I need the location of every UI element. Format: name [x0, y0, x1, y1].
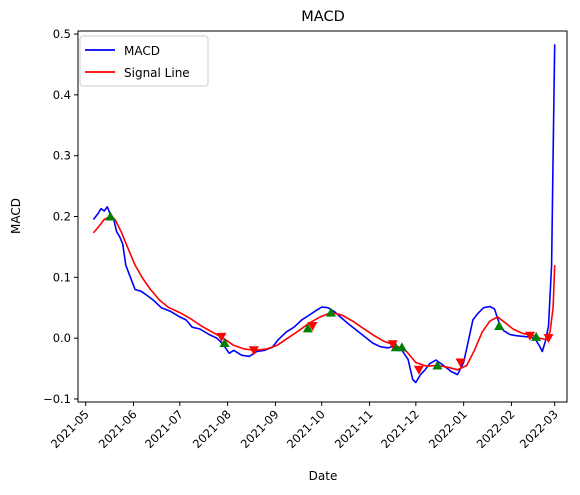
sell-signal-marker [543, 334, 554, 344]
legend-label-signal-line: Signal Line [124, 66, 190, 80]
y-tick-label: 0.0 [53, 331, 71, 345]
chart-title: MACD [301, 9, 344, 25]
y-axis-label: MACD [9, 198, 23, 234]
sell-signal-marker [307, 321, 318, 331]
buy-signal-marker [219, 338, 230, 348]
buy-signal-marker [432, 360, 443, 370]
legend-label-macd: MACD [124, 44, 160, 58]
x-axis-label: Date [309, 469, 338, 483]
y-tick-label: 0.5 [53, 27, 71, 41]
y-tick-label: 0.4 [53, 88, 71, 102]
y-tick-label: 0.1 [53, 270, 71, 284]
sell-signal-marker [455, 358, 466, 368]
plot-area [77, 30, 568, 403]
sell-signal-marker [216, 332, 227, 342]
legend-box [79, 35, 209, 87]
series-line-macd [92, 44, 556, 384]
legend: MACD Signal Line [79, 35, 209, 87]
buy-signal-marker [531, 331, 542, 341]
sell-signal-marker [413, 365, 424, 375]
buy-signal-marker [302, 323, 313, 333]
sell-signal-marker [248, 346, 259, 356]
buy-signal-marker [325, 307, 336, 317]
y-tick-label: −0.1 [43, 392, 71, 406]
sell-signal-marker [387, 340, 398, 350]
buy-signal-marker [396, 342, 407, 352]
y-tick-label: 0.2 [53, 210, 71, 224]
y-tick-label: 0.3 [53, 149, 71, 163]
buy-signal-marker [494, 320, 505, 330]
sell-signal-marker [524, 331, 535, 341]
buy-signal-marker [105, 211, 116, 221]
y-axis: −0.1 0.0 0.1 0.2 0.3 0.4 0.5 [43, 27, 78, 406]
